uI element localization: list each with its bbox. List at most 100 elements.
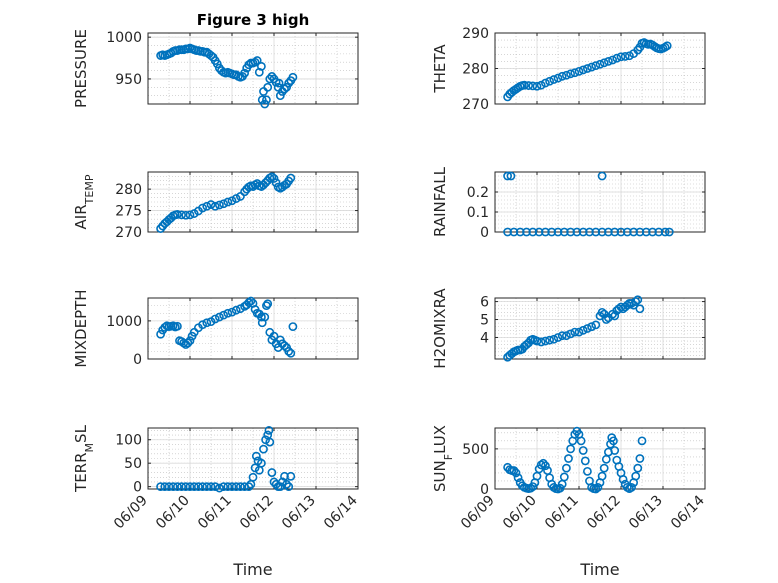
data-point xyxy=(570,327,580,337)
y-tick-label: 0 xyxy=(480,482,489,498)
y-label-main: AIR xyxy=(72,204,90,229)
data-point xyxy=(578,325,588,335)
data-point xyxy=(574,66,584,76)
y-label-subscript: F xyxy=(442,454,455,460)
data-point xyxy=(610,311,620,321)
data-point xyxy=(235,304,245,314)
data-point xyxy=(553,333,563,342)
data-point xyxy=(286,471,296,481)
y-tick-label: 280 xyxy=(462,62,489,78)
data-point xyxy=(267,468,277,477)
axes-box xyxy=(147,427,359,490)
data-point xyxy=(631,471,641,481)
y-axis-label: SUNFLUX xyxy=(431,425,455,492)
data-point xyxy=(210,482,220,492)
data-point xyxy=(660,227,670,237)
data-point xyxy=(267,172,277,182)
y-tick-label: 270 xyxy=(462,97,489,113)
data-point xyxy=(610,227,620,237)
data-point xyxy=(231,305,241,315)
data-point xyxy=(260,312,270,322)
data-point xyxy=(572,227,582,237)
data-point xyxy=(256,62,266,71)
x-axis-label: Time xyxy=(579,560,619,579)
axes-terr_msl: 0 50 100 TERRMSL 06/09 06/10 06/11 06/12 06/13 06… xyxy=(72,424,361,579)
data-point xyxy=(566,444,575,454)
data-point xyxy=(562,331,571,341)
data-point xyxy=(185,210,195,220)
data-point xyxy=(524,81,533,90)
data-point xyxy=(185,336,195,346)
data-point xyxy=(269,174,279,183)
data-point xyxy=(248,472,258,482)
data-point xyxy=(576,436,586,446)
data-point xyxy=(566,227,575,237)
data-point xyxy=(244,482,254,492)
y-label-main: PRESSURE xyxy=(72,29,90,108)
y-tick-label: 0.1 xyxy=(467,205,489,221)
data-point xyxy=(282,479,291,489)
data-point xyxy=(545,76,554,86)
data-point xyxy=(566,69,575,79)
data-point xyxy=(616,227,626,237)
data-point xyxy=(252,56,262,65)
data-point xyxy=(580,456,590,466)
y-axis-label: TERRMSL xyxy=(72,424,96,493)
axes-background xyxy=(147,32,359,105)
data-point xyxy=(185,482,195,492)
data-point xyxy=(172,210,182,219)
data-point xyxy=(541,227,550,237)
data-point xyxy=(227,482,237,492)
y-tick-label: 100 xyxy=(115,433,142,449)
data-point xyxy=(250,57,260,67)
data-point xyxy=(629,227,638,237)
data-point xyxy=(587,322,596,332)
data-point xyxy=(177,482,186,492)
data-point xyxy=(263,82,273,92)
data-point xyxy=(520,80,529,90)
data-point xyxy=(513,473,523,483)
y-tick-label: 0 xyxy=(480,225,489,241)
data-point xyxy=(223,197,233,207)
data-point xyxy=(219,199,228,209)
data-point xyxy=(578,446,588,455)
data-point xyxy=(256,312,266,322)
data-point xyxy=(637,436,647,446)
data-point xyxy=(193,482,203,492)
data-point xyxy=(541,336,550,346)
data-point xyxy=(274,78,284,88)
y-axis-label: MIXDEPTH xyxy=(72,289,90,367)
data-point xyxy=(172,482,182,492)
data-point xyxy=(235,482,245,492)
data-point xyxy=(595,59,605,69)
x-tick-label: 06/09 xyxy=(111,493,151,533)
data-point xyxy=(206,482,216,492)
data-point xyxy=(583,324,592,333)
data-point xyxy=(286,173,296,183)
data-point xyxy=(198,482,207,492)
data-point xyxy=(263,299,273,309)
data-point xyxy=(562,463,571,473)
figure-title: Figure 3 high xyxy=(197,11,310,29)
data-point xyxy=(260,99,270,109)
data-point xyxy=(214,483,224,493)
x-tick-label: 06/12 xyxy=(237,493,277,533)
data-point xyxy=(664,227,674,237)
data-point xyxy=(641,227,651,237)
data-point xyxy=(549,75,559,84)
data-point xyxy=(284,482,294,492)
axes-box xyxy=(147,171,359,233)
data-point xyxy=(511,468,521,478)
data-point xyxy=(591,61,601,71)
data-point xyxy=(622,227,632,237)
data-point xyxy=(198,320,207,330)
data-point xyxy=(625,51,634,61)
data-point xyxy=(267,72,277,81)
y-axis-label: RAINFALL xyxy=(431,166,449,237)
data-point xyxy=(635,304,645,314)
data-point xyxy=(177,210,186,220)
y-tick-label: 280 xyxy=(115,182,142,198)
data-point xyxy=(503,227,512,237)
data-point xyxy=(648,227,657,237)
axes-box xyxy=(494,297,706,360)
